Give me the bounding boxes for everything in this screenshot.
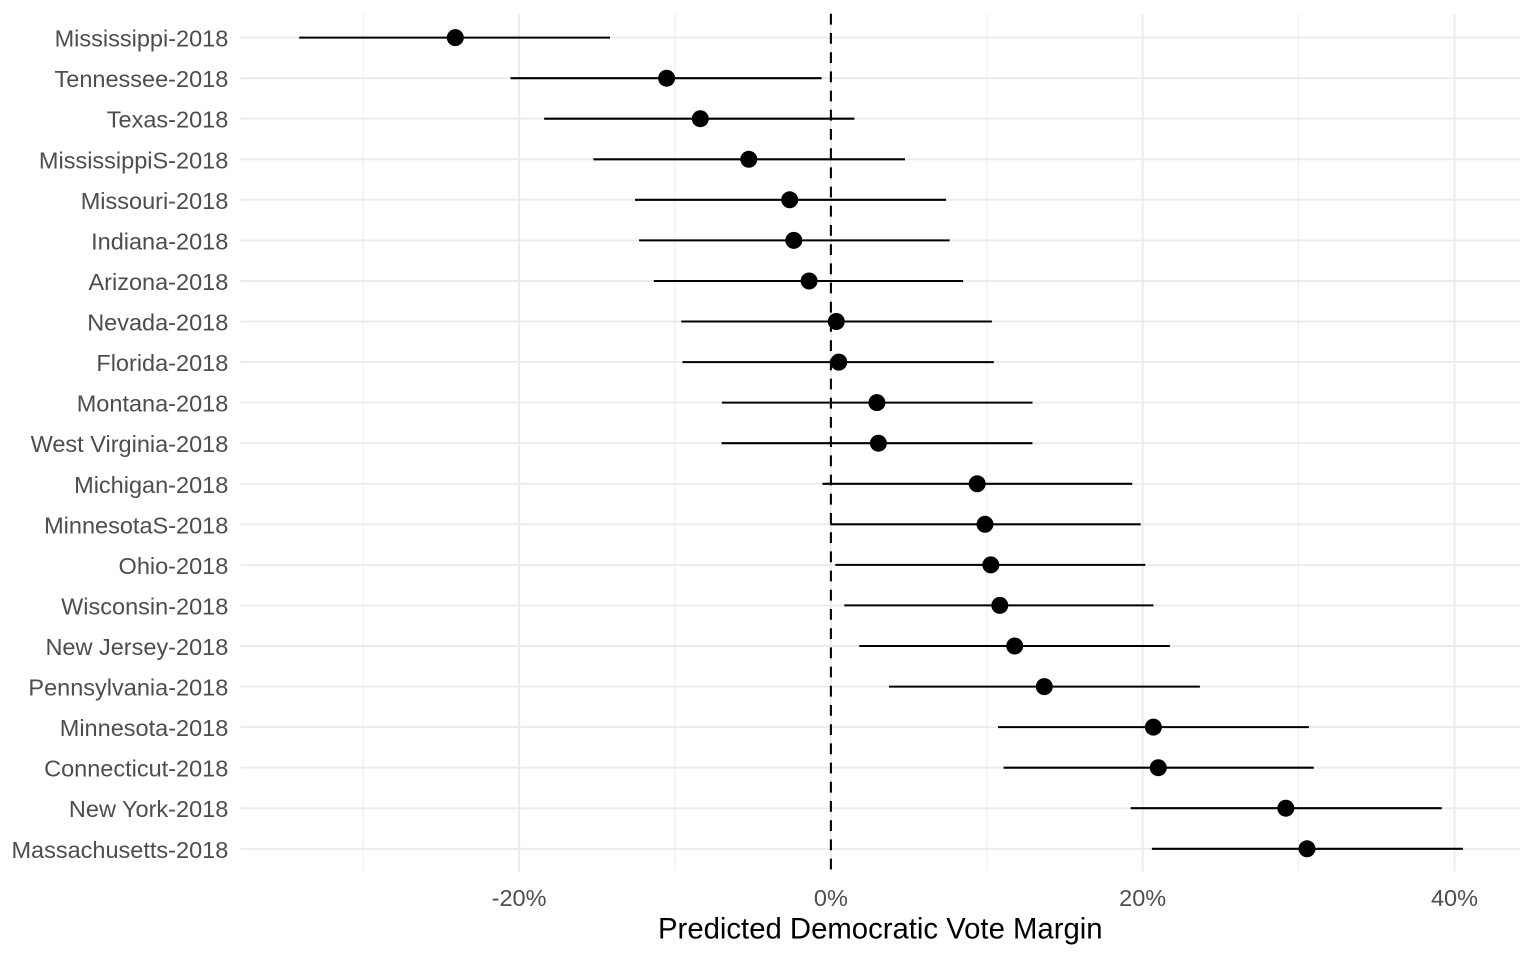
svg-text:MississippiS-2018: MississippiS-2018 — [39, 147, 228, 173]
svg-text:Predicted Democratic Vote Marg: Predicted Democratic Vote Margin — [658, 913, 1103, 946]
svg-text:Wisconsin-2018: Wisconsin-2018 — [61, 593, 228, 619]
svg-text:West Virginia-2018: West Virginia-2018 — [31, 431, 229, 457]
svg-text:Massachusetts-2018: Massachusetts-2018 — [11, 837, 228, 863]
svg-text:Montana-2018: Montana-2018 — [77, 391, 229, 417]
svg-text:Michigan-2018: Michigan-2018 — [74, 472, 228, 498]
svg-text:Pennsylvania-2018: Pennsylvania-2018 — [28, 675, 228, 701]
svg-text:20%: 20% — [1119, 885, 1166, 911]
svg-text:Nevada-2018: Nevada-2018 — [87, 310, 228, 336]
svg-text:40%: 40% — [1431, 885, 1478, 911]
svg-text:Connecticut-2018: Connecticut-2018 — [44, 756, 228, 782]
svg-text:Missouri-2018: Missouri-2018 — [81, 188, 229, 214]
svg-text:New York-2018: New York-2018 — [69, 796, 228, 822]
svg-text:Ohio-2018: Ohio-2018 — [119, 553, 229, 579]
svg-text:MinnesotaS-2018: MinnesotaS-2018 — [44, 512, 228, 538]
svg-text:-20%: -20% — [492, 885, 547, 911]
svg-text:Tennessee-2018: Tennessee-2018 — [55, 66, 229, 92]
svg-text:Texas-2018: Texas-2018 — [107, 107, 229, 133]
svg-text:Florida-2018: Florida-2018 — [96, 350, 228, 376]
svg-text:Minnesota-2018: Minnesota-2018 — [60, 715, 229, 741]
svg-text:Arizona-2018: Arizona-2018 — [89, 269, 229, 295]
svg-text:New Jersey-2018: New Jersey-2018 — [45, 634, 228, 660]
svg-text:Indiana-2018: Indiana-2018 — [91, 228, 228, 254]
svg-text:0%: 0% — [814, 885, 848, 911]
svg-text:Mississippi-2018: Mississippi-2018 — [55, 26, 229, 52]
